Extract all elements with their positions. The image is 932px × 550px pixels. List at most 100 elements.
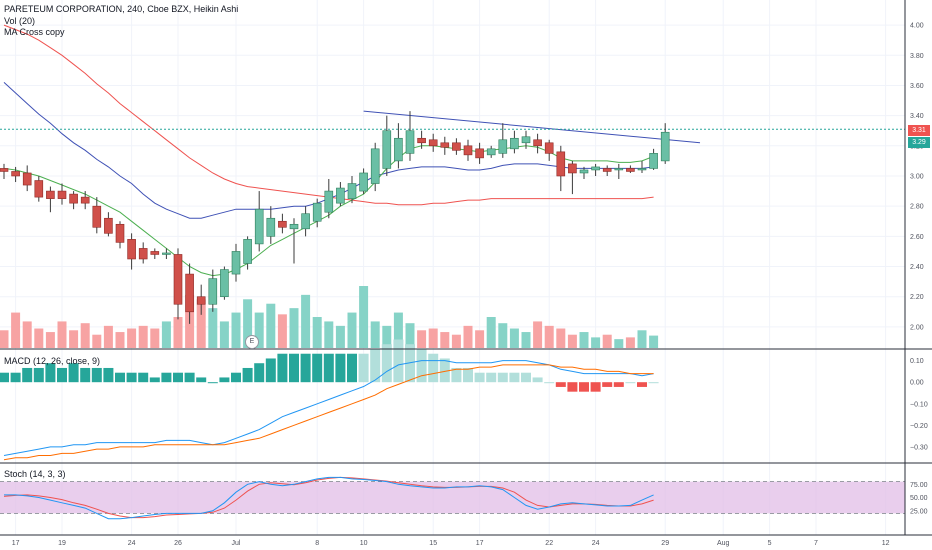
macd-histogram-bar	[590, 382, 601, 392]
volume-bar	[208, 308, 218, 348]
volume-bar	[173, 317, 183, 348]
macd-histogram-bar	[231, 372, 241, 383]
macd-histogram-bar	[463, 367, 473, 383]
volume-bar	[521, 332, 531, 348]
candle-body	[370, 148, 380, 184]
candle-body	[521, 136, 531, 144]
volume-bar	[254, 312, 264, 348]
macd-histogram-bar	[300, 353, 311, 383]
time-tick-label: 24	[592, 540, 600, 547]
stoch-legend[interactable]: Stoch (14, 3, 3)	[4, 469, 70, 479]
volume-bar	[405, 323, 415, 348]
candle-body	[208, 278, 218, 305]
macd-tick-label: 0.00	[910, 380, 924, 387]
ma-legend[interactable]: MA Cross copy	[4, 27, 69, 37]
volume-bar	[486, 317, 496, 348]
candle-body	[556, 151, 566, 177]
candle-body	[243, 239, 252, 264]
macd-histogram-bar	[103, 367, 114, 383]
price-tick-label: 3.80	[910, 53, 924, 60]
volume-bar	[289, 308, 299, 348]
candle-body	[196, 296, 206, 305]
macd-histogram-bar	[57, 367, 67, 383]
axis-labels: 4.003.803.603.403.203.002.802.602.402.20…	[12, 23, 928, 547]
symbol-legend[interactable]: PARETEUM CORPORATION, 240, Cboe BZX, Hei…	[4, 4, 242, 14]
macd-histogram-bar	[625, 382, 636, 384]
macd-histogram-bar	[579, 382, 589, 392]
candle-body	[382, 130, 392, 169]
volume-bar	[451, 334, 461, 348]
time-tick-label: Aug	[717, 540, 730, 547]
macd-histogram-bar	[277, 353, 288, 383]
stoch-k-line	[4, 476, 654, 520]
price-tick-label: 2.40	[910, 264, 924, 271]
macd-histogram-bar	[161, 372, 172, 383]
volume-bar	[382, 325, 392, 348]
time-tick-label: Jul	[232, 540, 241, 547]
time-tick-label: 24	[128, 540, 136, 547]
volume-bar	[243, 299, 253, 348]
volume-bars	[0, 286, 659, 348]
candle-body	[278, 220, 287, 228]
macd-histogram-bar	[33, 367, 44, 383]
volume-bar	[11, 312, 21, 348]
candle-body	[104, 217, 113, 234]
price-tick-label: 3.40	[910, 113, 924, 120]
candle-body	[602, 168, 612, 172]
candles	[0, 111, 670, 324]
macd-histogram-bar	[486, 372, 497, 383]
candle-body	[173, 254, 183, 305]
last-price-tag: 3.31	[908, 125, 930, 136]
macd-histogram-bar	[613, 382, 624, 387]
macd-label: MACD (12, 26, close, 9)	[4, 356, 101, 366]
macd-histogram-bar	[323, 353, 334, 383]
stoch-d-line	[3, 476, 654, 519]
volume-bar	[0, 330, 9, 348]
candle-body	[405, 130, 415, 154]
candle-body	[127, 239, 136, 260]
time-tick-label: 19	[58, 540, 66, 547]
macd-histogram-bar	[149, 377, 160, 383]
candle-body	[591, 166, 600, 171]
volume-bar	[69, 330, 79, 348]
stoch-tick-label: 50.00	[910, 495, 928, 502]
candle-body	[46, 190, 55, 199]
volume-bar	[127, 328, 137, 348]
macd-histogram-bar	[509, 372, 520, 383]
candle-body	[34, 180, 44, 198]
volume-bar	[637, 330, 647, 348]
macd-histogram-bar	[335, 353, 346, 383]
macd-histogram-bar	[358, 353, 369, 383]
stoch-tick-label: 75.00	[910, 482, 928, 489]
time-tick-label: 8	[315, 540, 319, 547]
candle-body	[649, 153, 658, 169]
stoch-band	[0, 481, 905, 514]
macd-histogram-bar	[567, 382, 578, 392]
macd-histogram-bar	[10, 372, 21, 383]
volume-bar	[463, 325, 473, 348]
volume-bar	[219, 321, 229, 348]
volume-bar	[428, 328, 438, 348]
candle-body	[568, 163, 577, 174]
candle-body	[115, 223, 125, 243]
volume-bar	[567, 334, 577, 348]
candle-body	[11, 171, 20, 177]
macd-line	[3, 360, 654, 456]
volume-bar	[475, 330, 485, 348]
vol-legend[interactable]: Vol (20)	[4, 16, 39, 26]
macd-histogram-bar	[555, 382, 566, 387]
time-tick-label: 29	[661, 540, 669, 547]
volume-bar	[335, 325, 345, 348]
macd-legend[interactable]: MACD (12, 26, close, 9)	[4, 356, 104, 366]
volume-bar	[509, 328, 519, 348]
earnings-marker[interactable]: E	[245, 335, 259, 349]
price-tick-label: 2.20	[910, 294, 924, 301]
macd-histogram-bar	[254, 363, 265, 383]
macd-histogram-bar	[544, 382, 555, 384]
time-tick-label: 7	[814, 540, 818, 547]
volume-bar	[417, 330, 427, 348]
macd-histogram-bar	[416, 348, 427, 383]
volume-bar	[614, 339, 624, 348]
candle-body	[22, 172, 32, 186]
